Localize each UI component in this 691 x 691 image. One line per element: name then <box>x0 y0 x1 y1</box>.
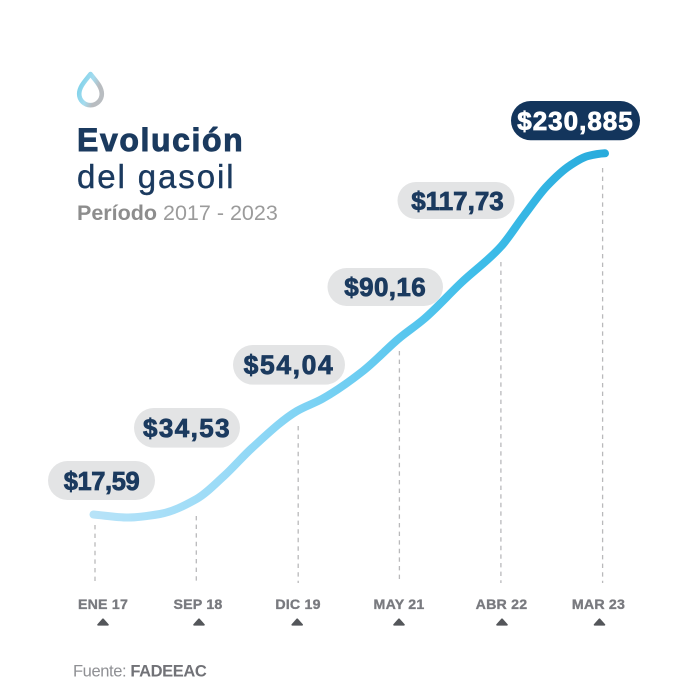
svg-text:SEP 18: SEP 18 <box>173 597 222 613</box>
svg-text:del gasoil: del gasoil <box>77 158 235 195</box>
svg-text:$54,04: $54,04 <box>244 350 335 380</box>
svg-text:$34,53: $34,53 <box>143 413 231 443</box>
svg-text:$230,885: $230,885 <box>517 106 633 136</box>
svg-text:DIC 19: DIC 19 <box>275 597 320 613</box>
svg-text:$117,73: $117,73 <box>411 186 504 216</box>
svg-text:$17,59: $17,59 <box>64 468 140 496</box>
svg-text:MAY 21: MAY 21 <box>374 597 425 613</box>
svg-text:MAR 23: MAR 23 <box>572 597 625 613</box>
svg-text:Evolución: Evolución <box>77 122 244 158</box>
svg-text:Fuente: FADEEAC: Fuente: FADEEAC <box>73 663 207 681</box>
svg-text:$90,16: $90,16 <box>344 272 426 302</box>
svg-text:Período 2017 - 2023: Período 2017 - 2023 <box>77 201 278 225</box>
svg-text:ABR 22: ABR 22 <box>476 597 528 613</box>
svg-text:ENE 17: ENE 17 <box>78 597 128 613</box>
